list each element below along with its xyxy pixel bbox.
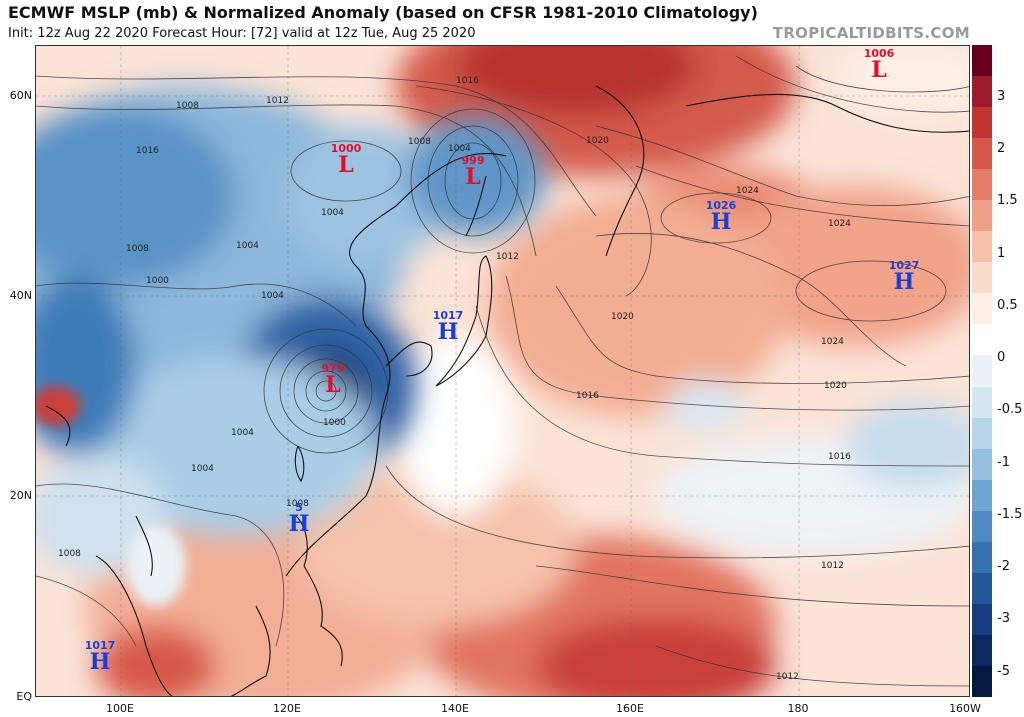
colorbar-step <box>972 510 992 542</box>
isobar-label: 1004 <box>261 291 284 301</box>
isobar-label: 1020 <box>611 312 634 322</box>
low-pressure-center: 1006 L <box>863 47 895 83</box>
isobar-label: 1008 <box>58 549 81 559</box>
colorbar-step <box>972 293 992 325</box>
colorbar-tick-label: -1 <box>997 455 1010 470</box>
isobar-label: 1016 <box>456 76 479 86</box>
high-pressure-center: 1026 H <box>705 199 737 235</box>
isobar-label: 1012 <box>821 561 844 571</box>
colorbar-step <box>972 324 992 356</box>
colorbar-step <box>972 76 992 108</box>
map-panel: 1016 1012 1008 1008 1004 1004 1000 1004 … <box>35 45 970 697</box>
lat-label: 60N <box>9 89 32 102</box>
colorbar-step <box>972 200 992 232</box>
colorbar-tick-label: -3 <box>997 611 1010 626</box>
low-pressure-center: 999 L <box>461 154 485 190</box>
isobar-label: 1000 <box>146 276 169 286</box>
isobar-label: 1024 <box>828 219 851 229</box>
isobar-label: 1024 <box>736 186 759 196</box>
colorbar-tick-label: 1 <box>997 246 1006 261</box>
colorbar-tick-label: 3 <box>997 89 1006 104</box>
lon-label: 160E <box>616 702 644 715</box>
anomaly-colorbar <box>972 45 992 697</box>
colorbar-step <box>972 262 992 294</box>
colorbar-step <box>972 386 992 418</box>
isobar-label: 1008 <box>126 244 149 254</box>
colorbar-tick-label: 2 <box>997 141 1006 156</box>
colorbar-step <box>972 541 992 573</box>
isobar-label: 1016 <box>828 452 851 462</box>
colorbar-step <box>972 107 992 139</box>
colorbar-step <box>972 169 992 201</box>
lon-label: 100E <box>106 702 134 715</box>
isobar-label: 1004 <box>236 241 259 251</box>
lon-label: 180 <box>787 702 809 715</box>
isobar-label: 1004 <box>191 464 214 474</box>
colorbar-step <box>972 665 992 697</box>
colorbar-step <box>972 355 992 387</box>
colorbar-step <box>972 45 992 77</box>
isobar-label: 1008 <box>176 101 199 111</box>
anomaly-field <box>36 46 969 696</box>
colorbar-step <box>972 448 992 480</box>
high-pressure-center: 1017 H <box>432 309 464 345</box>
colorbar-tick-label: -1.5 <box>997 507 1023 522</box>
colorbar-tick-label: 0.5 <box>997 298 1018 313</box>
low-pressure-center: 1000 L <box>330 142 362 178</box>
lon-label: 120E <box>273 702 301 715</box>
high-pressure-center: 1027 H <box>888 259 920 295</box>
colorbar-step <box>972 231 992 263</box>
chart-subtitle: Init: 12z Aug 22 2020 Forecast Hour: [72… <box>8 26 476 41</box>
isobar-label: 1016 <box>136 146 159 156</box>
lat-label: 40N <box>9 289 32 302</box>
isobar-label: 1012 <box>776 672 799 682</box>
isobar-label: 1004 <box>231 428 254 438</box>
isobar-label: 1000 <box>323 418 346 428</box>
colorbar-step <box>972 479 992 511</box>
brand-watermark: TROPICALTIDBITS.COM <box>772 24 970 42</box>
isobar-label: 1012 <box>496 252 519 262</box>
typhoon-low-center: 979 L <box>321 362 345 398</box>
colorbar-step <box>972 572 992 604</box>
colorbar-step <box>972 634 992 666</box>
colorbar-step <box>972 138 992 170</box>
colorbar-step <box>972 603 992 635</box>
colorbar-tick-label: 1.5 <box>997 193 1018 208</box>
colorbar-step <box>972 417 992 449</box>
colorbar-tick-label: -5 <box>997 664 1010 679</box>
isobar-label: 1004 <box>448 144 471 154</box>
lon-label: 140E <box>441 702 469 715</box>
isobar-label: 1016 <box>576 391 599 401</box>
colorbar-tick-label: 0 <box>997 350 1006 365</box>
isobar-label: 1004 <box>321 208 344 218</box>
isobar-label: 1020 <box>586 136 609 146</box>
lon-label: 160W <box>949 702 981 715</box>
chart-title: ECMWF MSLP (mb) & Normalized Anomaly (ba… <box>8 3 758 22</box>
colorbar-tick-label: -0.5 <box>997 402 1023 417</box>
lat-label: EQ <box>16 690 32 703</box>
high-pressure-center: 1017 H <box>84 639 116 675</box>
isobar-label: 1024 <box>821 337 844 347</box>
isobar-label: 1020 <box>824 381 847 391</box>
isobar-label: 1012 <box>266 96 289 106</box>
lat-label: 20N <box>9 489 32 502</box>
colorbar-tick-label: -2 <box>997 559 1010 574</box>
isobar-label: 1008 <box>286 499 309 509</box>
isobar-label: 1008 <box>408 137 431 147</box>
